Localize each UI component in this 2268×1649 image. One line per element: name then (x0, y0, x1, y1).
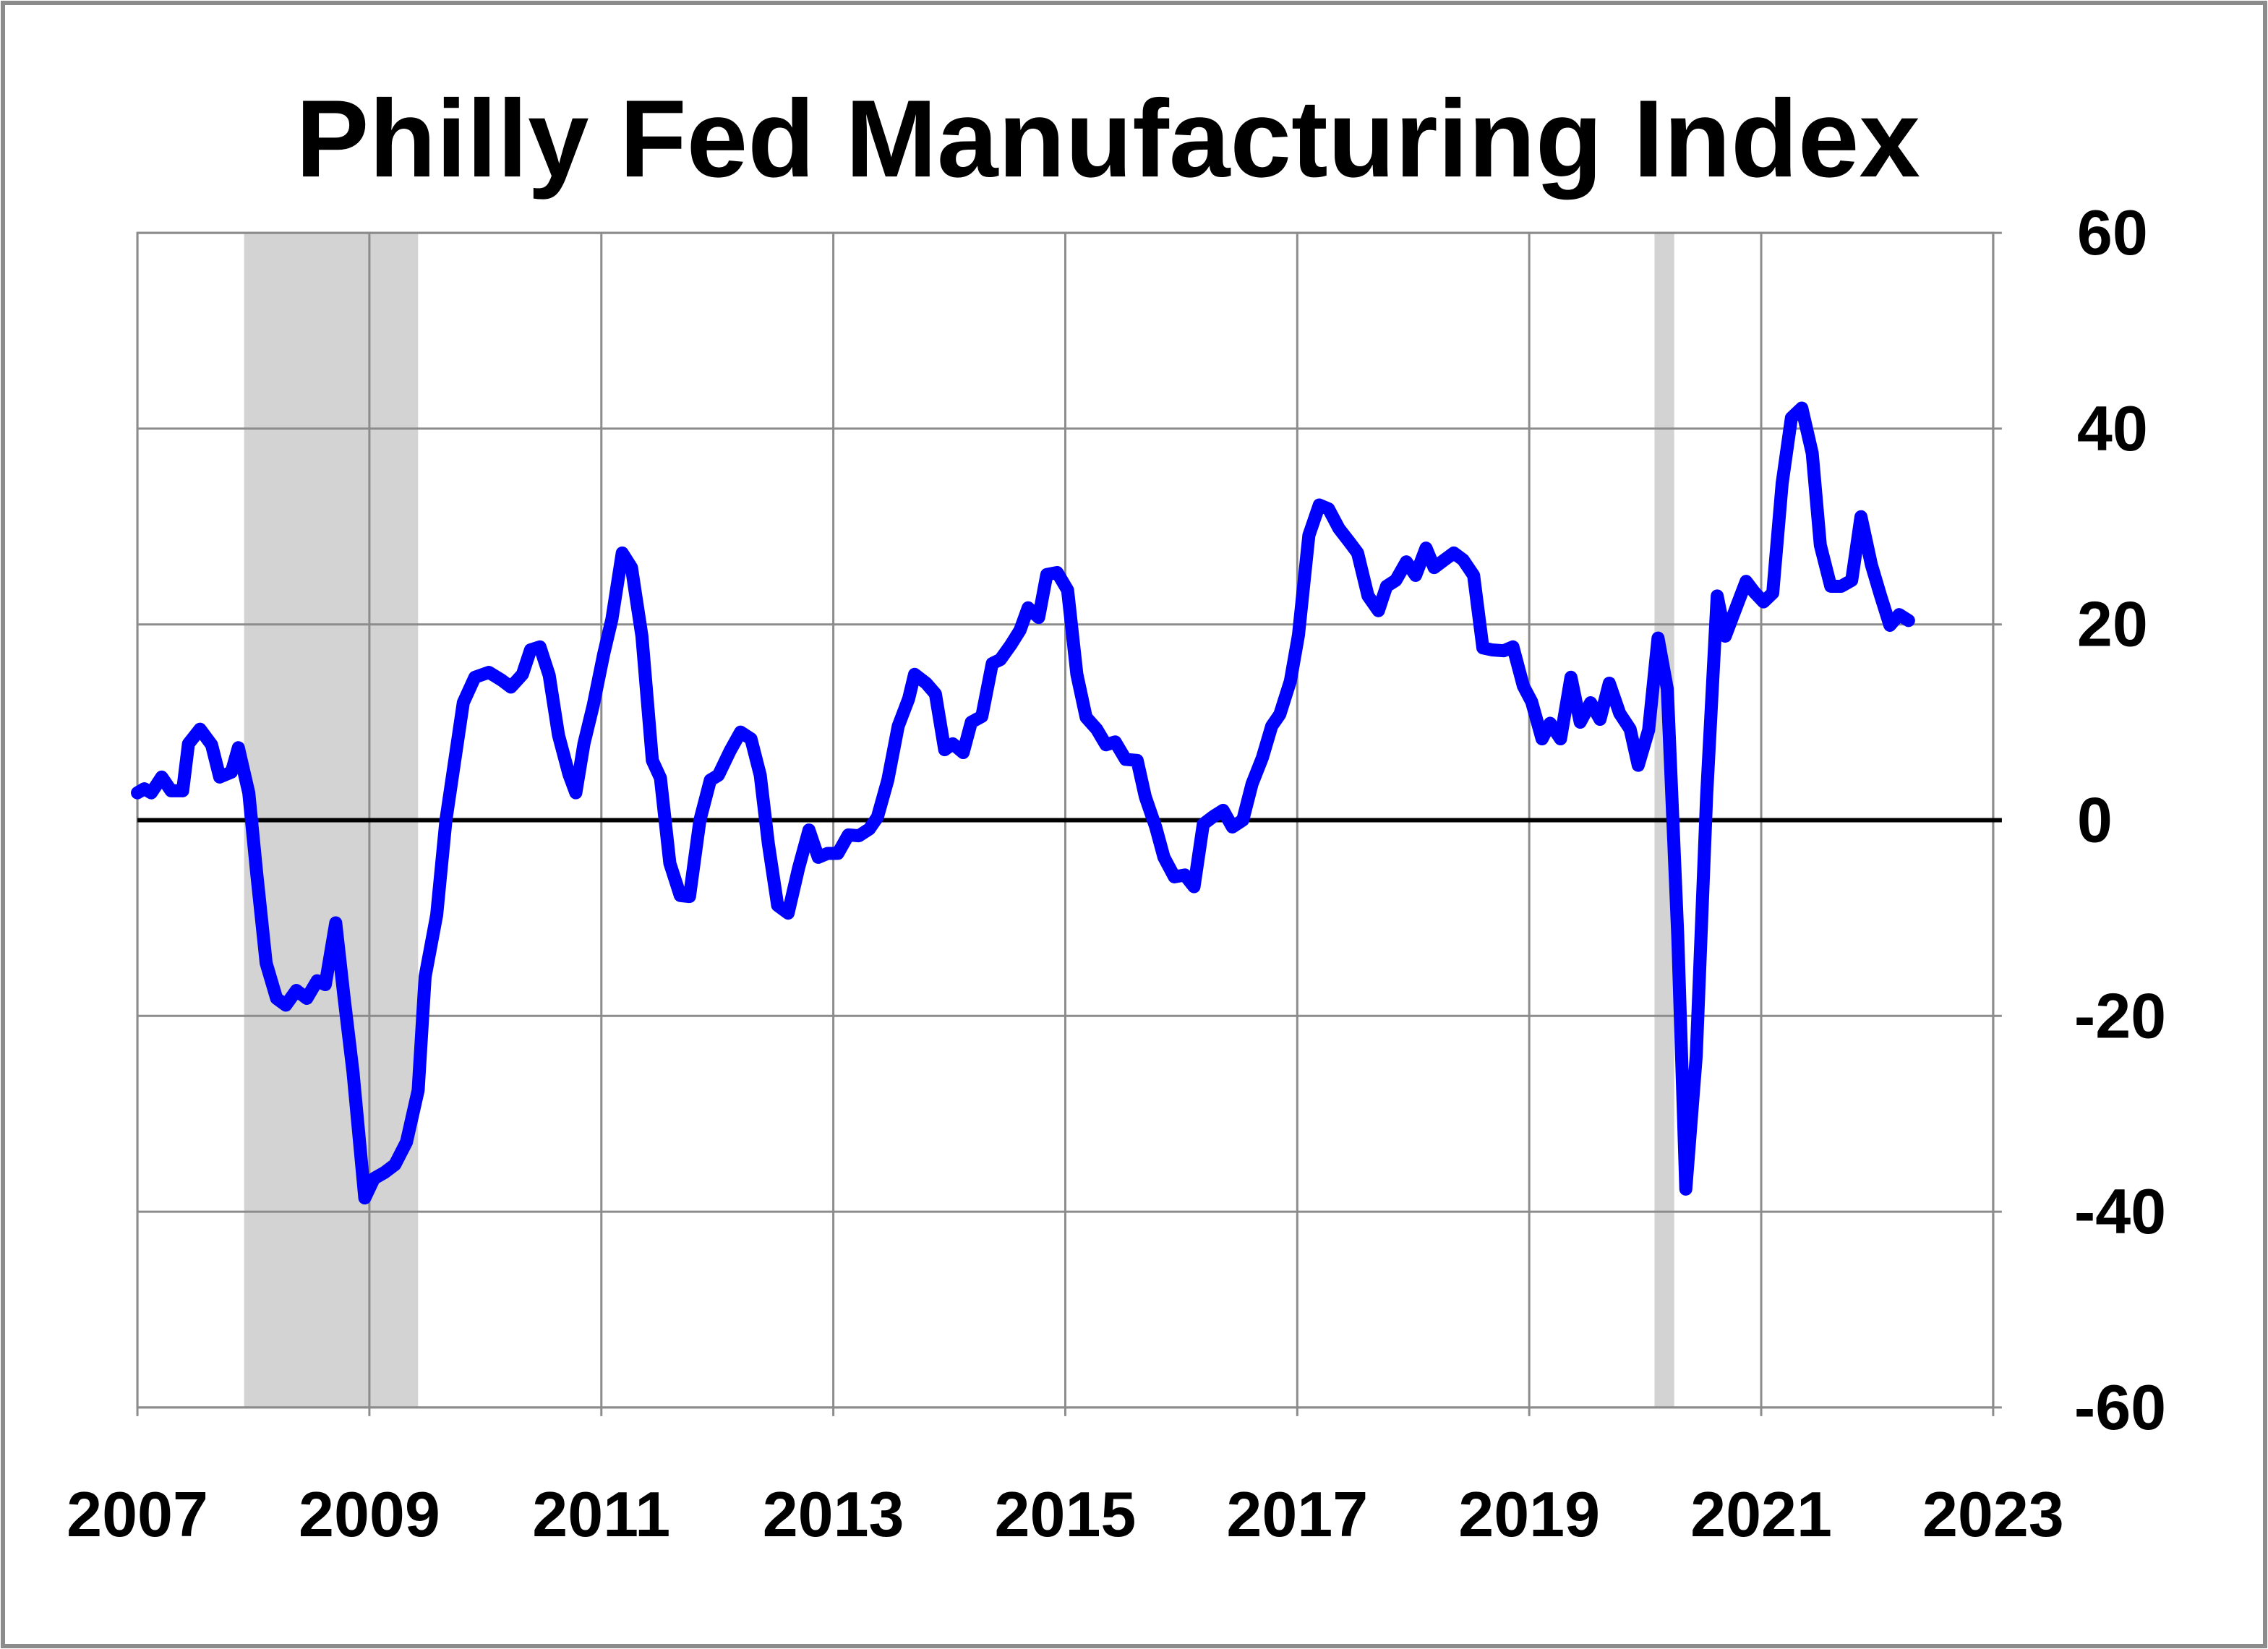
y-tick-label: -20 (2074, 980, 2166, 1051)
y-tick-label: -40 (2074, 1175, 2166, 1247)
x-tick-label: 2021 (1690, 1478, 1832, 1550)
series-layer (131, 401, 1915, 1205)
y-tick-label: 40 (2077, 393, 2148, 464)
x-tick-label: 2017 (1226, 1478, 1368, 1550)
series-line (131, 401, 1915, 1205)
x-tick-label: 2015 (995, 1478, 1137, 1550)
x-tick-label: 2007 (67, 1478, 208, 1550)
x-tick-label: 2013 (763, 1478, 904, 1550)
y-tick-label: 20 (2077, 588, 2148, 660)
y-tick-label: 0 (2077, 784, 2113, 856)
x-axis-tick-labels: 2007 2009 2011 2013 2015 2017 2019 2021 2023 (67, 1478, 2064, 1550)
x-tick-label: 2023 (1922, 1478, 2064, 1550)
y-axis-tick-labels: 60 40 20 0 -20 -40 -60 (2074, 197, 2166, 1443)
x-tick-label: 2011 (532, 1478, 670, 1550)
x-tick-label: 2009 (299, 1478, 440, 1550)
chart-title: Philly Fed Manufacturing Index (296, 77, 1920, 200)
y-tick-label: -60 (2074, 1371, 2166, 1443)
y-tick-label: 60 (2077, 197, 2148, 268)
x-tick-label: 2019 (1458, 1478, 1600, 1550)
